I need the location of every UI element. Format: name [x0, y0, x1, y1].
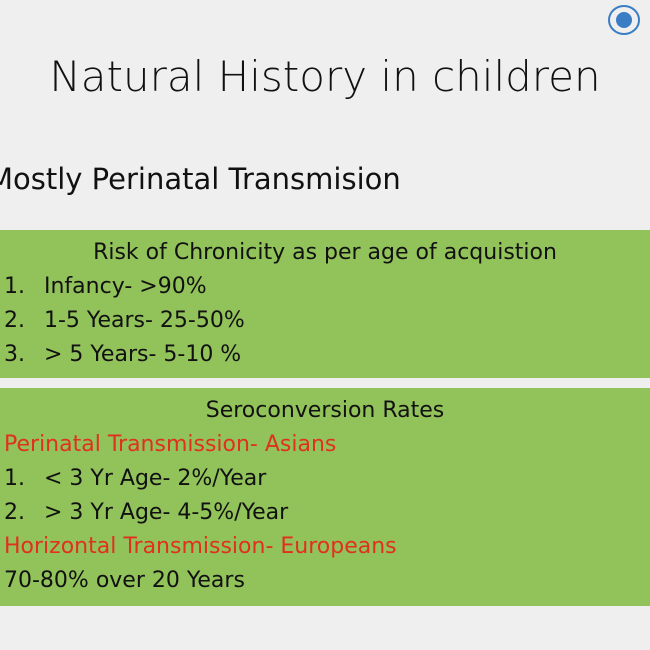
red-text: Perinatal Transmission- Asians: [4, 432, 337, 457]
list-item: 1. < 3 Yr Age- 2%/Year: [0, 462, 650, 496]
heading: Seroconversion Rates: [205, 398, 445, 423]
title: Natural History in children: [49, 52, 601, 101]
text: 70-80% over 20 Years: [4, 568, 245, 593]
subtitle: Mostly Perinatal Transmision: [0, 162, 401, 196]
list-item: 3. > 5 Years- 5-10 %: [0, 338, 650, 372]
item-number: 3.: [4, 342, 25, 367]
item-text: Infancy- >90%: [44, 274, 207, 299]
item-text: > 5 Years- 5-10 %: [44, 342, 242, 367]
heading: Risk of Chronicity as per age of acquist…: [93, 240, 557, 265]
box: Risk of Chronicity as per age of acquist…: [0, 230, 650, 378]
box: Seroconversion Rates Perinatal Transmiss…: [0, 388, 650, 606]
item-text: 1-5 Years- 25-50%: [44, 308, 245, 333]
item-text: < 3 Yr Age- 2%/Year: [44, 466, 267, 491]
item-number: 2.: [4, 500, 25, 525]
who-logo: [608, 5, 640, 35]
item-number: 2.: [4, 308, 25, 333]
item-text: > 3 Yr Age- 4-5%/Year: [44, 500, 289, 525]
item-number: 1.: [4, 274, 25, 299]
item-number: 1.: [4, 466, 25, 491]
red-text: Horizontal Transmission- Europeans: [4, 534, 397, 559]
list-item: 1. Infancy- >90%: [0, 270, 650, 304]
list-item: 2. > 3 Yr Age- 4-5%/Year: [0, 496, 650, 530]
list-item: 2. 1-5 Years- 25-50%: [0, 304, 650, 338]
